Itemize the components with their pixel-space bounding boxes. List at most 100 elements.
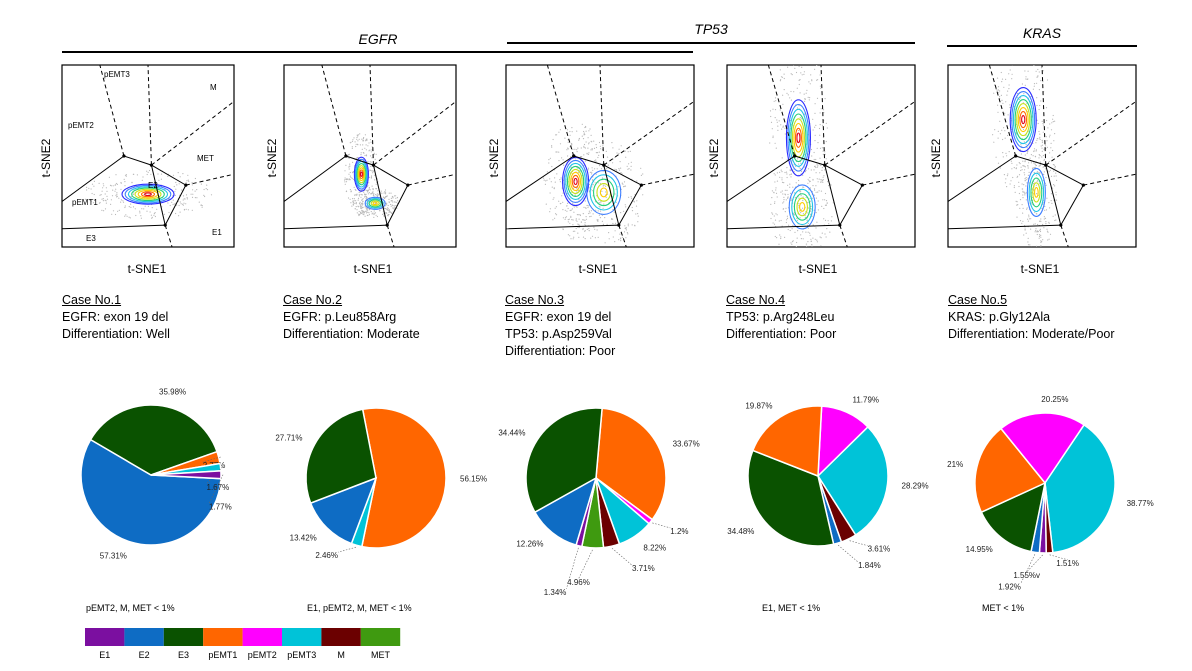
case-line: EGFR: exon 19 del	[62, 310, 169, 324]
tsne-ylabel-1: t-SNE2	[39, 138, 53, 177]
pie-label-e3: 34.48%	[727, 527, 754, 536]
gene-header-egfr: EGFR	[359, 31, 398, 47]
tsne-region-boundaries	[948, 65, 1136, 247]
tsne-panel-3	[505, 64, 695, 248]
region-label-e1: E1	[212, 228, 222, 237]
pie-label-pemt3: 1.67%	[207, 483, 230, 492]
tsne-xlabel-5: t-SNE1	[1021, 262, 1060, 276]
case-block-2: Case No.2 EGFR: p.Leu858Arg Differentiat…	[283, 292, 420, 343]
case-title-4: Case No.4	[726, 293, 786, 307]
pie-label-pemt3: 2.46%	[315, 551, 338, 560]
pie-label-pemt1: 19.87%	[745, 401, 772, 410]
pie-slice-pemt2	[999, 412, 1086, 485]
tsne-ylabel-5: t-SNE2	[929, 138, 943, 177]
pie-label-e2: 12.26%	[516, 540, 543, 549]
tsne-xlabel-1: t-SNE1	[128, 262, 167, 276]
gene-header-kras: KRAS	[1023, 25, 1062, 41]
pie-slice-pemt1	[974, 427, 1047, 514]
pie-label-e3: 34.44%	[498, 428, 525, 437]
legend-swatch-e1	[85, 628, 125, 646]
region-label-pemt3: pEMT3	[104, 70, 130, 79]
case-block-4: Case No.4 TP53: p.Arg248Leu Differentiat…	[726, 292, 836, 343]
pie-note-5: MET < 1%	[982, 603, 1024, 613]
pie-slice-e3	[980, 481, 1047, 553]
tsne-panel-frame	[726, 64, 916, 248]
region-label-met: MET	[197, 154, 214, 163]
case-title-1: Case No.1	[62, 293, 122, 307]
tsne-xlabel-2: t-SNE1	[354, 262, 393, 276]
color-legend: E1 E2 E3 pEMT1 pEMT2 pEMT3 M MET	[85, 628, 401, 660]
tsne-density-contours	[562, 156, 622, 215]
legend-label-pemt3: pEMT3	[287, 650, 316, 660]
pie-label-met: 4.96%	[567, 578, 590, 587]
pie-charts: 57.31%35.98%2.77%1.67%1.77%56.15%2.46%13…	[80, 387, 1154, 597]
legend-swatch-e2	[124, 628, 164, 646]
pie-label-e2: 1.84%	[858, 561, 881, 570]
pie-label-pemt3: 8.22%	[643, 543, 666, 552]
tsne-ylabel-4: t-SNE2	[707, 138, 721, 177]
pie-slice-e2	[309, 476, 378, 545]
case-line: Differentiation: Poor	[726, 327, 837, 341]
pie-slice-e2	[80, 438, 222, 546]
pie-chart-5: 20.25% 38.77% 1.51% 1.55%v 1.92% 14.95% 21%	[947, 395, 1154, 591]
pie-label-e1: 1.77%	[209, 503, 232, 512]
pie-label-e3: 27.71%	[275, 433, 302, 442]
tsne-region-boundaries	[62, 65, 234, 247]
case-block-5: Case No.5 KRAS: p.Gly12Ala Differentiati…	[948, 292, 1115, 343]
pie-label-e1: 1.34%	[544, 588, 567, 597]
legend-swatch-e3	[163, 628, 204, 646]
tsne-panel-2	[283, 64, 457, 248]
legend-label-e1: E1	[99, 650, 110, 660]
region-label-pemt2: pEMT2	[68, 121, 94, 130]
tsne-density-contours	[353, 156, 386, 210]
legend-label-e3: E3	[178, 650, 189, 660]
tsne-region-boundaries	[284, 65, 456, 247]
pie-label-pemt2: 11.79%	[853, 395, 880, 404]
tsne-panel-frame	[947, 64, 1137, 248]
tsne-panel-frame	[505, 64, 695, 248]
tsne-panels	[61, 64, 1137, 248]
case-line: KRAS: p.Gly12Ala	[948, 310, 1051, 324]
pie-chart-1: 57.31%35.98%2.77%1.67%1.77%	[80, 387, 232, 561]
gene-header-tp53: TP53	[694, 21, 728, 37]
pie-slice-pemt3	[1044, 423, 1116, 554]
pie-label-e2: 1.92%	[998, 582, 1021, 591]
tsne-density-contours	[785, 99, 816, 230]
legend-swatch-m	[321, 628, 361, 646]
tsne-density-contours	[121, 183, 175, 205]
tsne-panel-frame	[61, 64, 235, 248]
case-line: EGFR: exon 19 del	[505, 310, 612, 324]
legend-label-met: MET	[371, 650, 391, 660]
pie-slice-e3	[525, 407, 603, 514]
pie-slice-pemt3	[817, 425, 889, 537]
pie-chart-3: 33.67% 1.2% 8.22% 3.71% 4.96%1.34% 12.26% 34.4…	[498, 407, 700, 597]
pie-label-e1: 1.55%v	[1013, 571, 1040, 580]
gene-headers: EGFR TP53 KRAS	[62, 21, 1137, 53]
pie-slice-e3	[89, 404, 218, 476]
case-line: Differentiation: Moderate/Poor	[948, 327, 1115, 341]
pie-label-m: 3.61%	[868, 545, 891, 554]
region-label-m: M	[210, 83, 217, 92]
pie-slice-pemt1	[360, 407, 447, 549]
tsne-axis-labels: t-SNE1 t-SNE2 t-SNE1 t-SNE2 t-SNE1 t-SNE…	[39, 138, 1060, 276]
tsne-xlabel-4: t-SNE1	[799, 262, 838, 276]
legend-swatch-pemt1	[203, 628, 243, 646]
legend-label-pemt1: pEMT1	[208, 650, 237, 660]
pie-label-m: 1.51%	[1056, 559, 1079, 568]
pie-label-pemt1: 56.15%	[460, 475, 487, 484]
case-line: TP53: p.Asp259Val	[505, 327, 612, 341]
pie-label-pemt1: 33.67%	[673, 440, 700, 449]
tsne-panel-5	[947, 64, 1137, 248]
tsne-panel-4	[726, 64, 916, 248]
pie-label-e3: 35.98%	[159, 387, 186, 396]
pie-slice-pemt1	[751, 405, 823, 478]
region-labels: pEMT3 M pEMT2 MET E2 pEMT1 E3 E1	[68, 70, 222, 243]
tsne-panel-1	[61, 64, 235, 248]
tsne-ylabel-2: t-SNE2	[265, 138, 279, 177]
pie-chart-4: 11.79% 28.29% 3.61% 1.84% 34.48% 19.87%	[727, 395, 928, 570]
pie-label-e2: 57.31%	[100, 552, 127, 561]
case-title-2: Case No.2	[283, 293, 343, 307]
case-line: Differentiation: Well	[62, 327, 170, 341]
pie-label-m: 3.71%	[632, 564, 655, 573]
